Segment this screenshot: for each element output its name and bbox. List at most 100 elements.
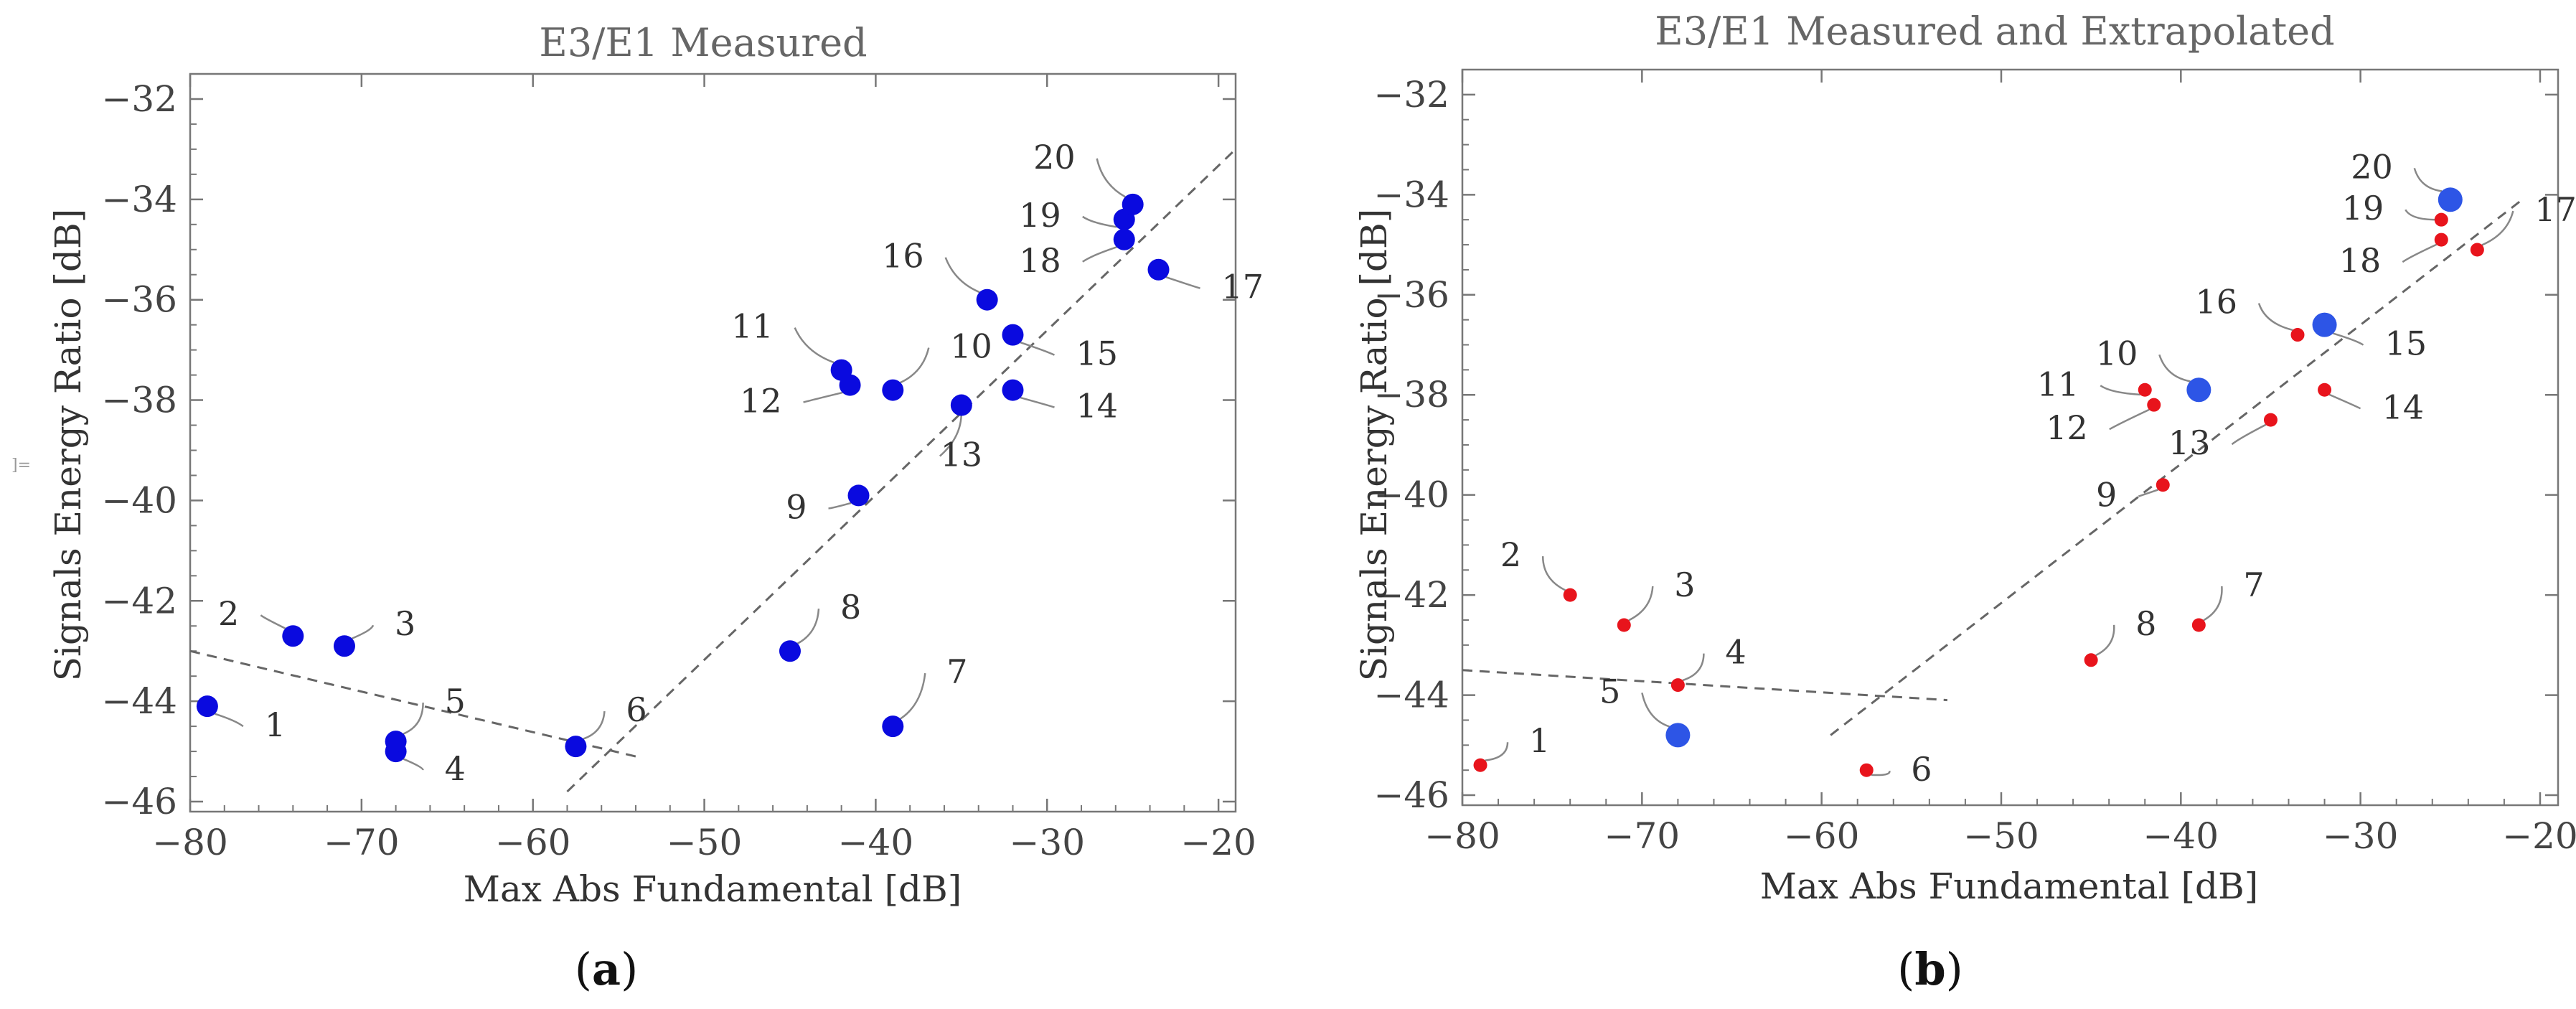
chart-b-x-tick-label: −60 [1784,815,1860,857]
chart-b-point-label-11: 11 [2037,365,2079,403]
chart-a-y-tick-label: −40 [101,479,177,521]
chart-b-y-ticks: −46 −44 −42 −40 −38 −36 −34 −32 [1373,69,2558,816]
chart-b-x-axis-label: Max Abs Fundamental [dB] [1760,865,2258,907]
chart-a-point-10 [882,379,904,401]
chart-b-point-label-12: 12 [2046,408,2088,447]
chart-b-point-15 [2312,312,2337,337]
chart-b-x-tick-label: −30 [2323,815,2399,857]
chart-a: E3/E1 Measured −80 −70 −60 −50 −40 −30 −20 −46… [47,20,1264,995]
chart-b-x-tick-label: −50 [1963,815,2039,857]
chart-a-point-16 [976,288,998,311]
chart-b-y-tick-label: −44 [1373,675,1449,716]
chart-a-y-axis-label: Signals Energy Ratio [dB] [47,209,89,682]
chart-a-leader-line [828,502,852,510]
chart-b-leader-line [1541,556,1566,591]
chart-b-leader-line [2257,303,2293,332]
chart-a-point-label-15: 15 [1076,334,1118,373]
chart-b-leader-line [2328,393,2361,410]
chart-a-point-label-2: 2 [218,594,239,633]
chart-a-point-8 [779,640,801,662]
chart-b-leader-line [2413,167,2443,192]
chart-b-point-3 [1617,618,1631,632]
chart-a-leader-line [794,327,835,364]
stray-mark: ]= [11,456,31,474]
chart-b-y-tick-label: −34 [1373,174,1449,215]
chart-b-y-tick-label: −38 [1373,374,1449,416]
chart-a-point-label-14: 14 [1076,387,1118,426]
chart-b-leader-line [1628,586,1654,621]
chart-b-point-label-17: 17 [2534,190,2576,229]
chart-a-point-9 [847,484,870,507]
chart-a-point-3 [333,635,355,657]
chart-b-leader-line [2333,332,2364,346]
chart-a-point-label-5: 5 [445,682,466,721]
chart-a-y-tick-label: −36 [101,279,177,321]
chart-a-x-tick-label: −80 [152,822,228,863]
chart-b-point-label-6: 6 [1911,750,1932,789]
chart-a-y-ticks: −46 −44 −42 −40 −38 −36 −34 −32 [101,73,1236,822]
chart-b-point-label-7: 7 [2243,565,2264,604]
chart-a-point-label-9: 9 [786,487,807,526]
chart-a-x-tick-label: −20 [1180,822,1256,863]
chart-b-point-label-10: 10 [2096,334,2138,372]
chart-a-point-label-17: 17 [1222,268,1264,306]
chart-a-x-tick-label: −60 [495,822,571,863]
chart-a-leader-line [215,713,244,728]
chart-b-point-label-15: 15 [2385,324,2427,363]
chart-b-point-9 [2156,478,2170,492]
chart-b-x-ticks: −80 −70 −60 −50 −40 −30 −20 [1424,70,2576,857]
chart-a-point-17 [1147,258,1170,281]
chart-a-leader-line [583,710,606,740]
panel-letter-a: a [592,943,621,995]
chart-b-point-1 [1473,758,1487,772]
chart-a-point-20 [1122,193,1144,215]
chart-b-y-tick-label: −46 [1373,774,1449,816]
chart-b-frame [1461,68,2559,807]
chart-b-leader-line [1641,693,1670,728]
chart-a-leader-line [1165,276,1200,289]
chart-b-point-label-2: 2 [1500,535,1521,574]
chart-b-point-10 [2186,377,2211,403]
chart-a-point-13 [950,394,972,416]
chart-a-x-ticks: −80 −70 −60 −50 −40 −30 −20 [152,74,1256,863]
chart-b-point-label-4: 4 [1725,633,1746,672]
chart-b-point-11 [2138,383,2152,397]
chart-a-leader-line [403,758,424,771]
panel-letter-b: b [1914,943,1945,995]
chart-a-x-tick-label: −40 [838,822,914,863]
chart-a-point-label-16: 16 [882,237,924,276]
chart-b-point-label-8: 8 [2135,604,2156,643]
chart-a-y-tick-label: −34 [101,179,177,220]
chart-b-point-16 [2290,328,2305,342]
chart-a-leader-line [939,413,963,457]
chart-b-point-label-16: 16 [2195,283,2237,322]
chart-a-point-7 [882,715,904,738]
chart-b-leader-line [2203,586,2223,621]
chart-a-leader-line [1082,215,1117,228]
chart-b-leader-line [2481,210,2514,246]
chart-b-point-label-5: 5 [1599,672,1620,710]
chart-b-point-5 [1665,723,1691,748]
chart-b-y-tick-label: −42 [1373,574,1449,616]
chart-b-point-4 [1670,678,1685,693]
chart-b-point-8 [2084,653,2098,667]
chart-a-leader-line [944,257,980,294]
chart-a-point-label-20: 20 [1033,138,1076,177]
chart-a-point-label-12: 12 [740,382,782,421]
chart-b-point-19 [2434,212,2448,227]
chart-a-y-tick-label: −38 [101,380,177,421]
chart-b-point-label-3: 3 [1674,565,1695,604]
chart-b-point-7 [2191,618,2206,632]
chart-a-leader-line [803,391,843,403]
chart-b-x-tick-label: −70 [1604,815,1680,857]
chart-a-leader-line [1096,158,1126,198]
chart-a-point-label-7: 7 [946,652,967,691]
chart-b-point-label-14: 14 [2382,388,2425,426]
chart-a-y-tick-label: −44 [101,680,177,722]
chart-b-trend-line-2 [1830,199,2523,736]
chart-a-y-tick-label: −42 [101,580,177,621]
chart-a-trend-lines [189,148,1237,793]
